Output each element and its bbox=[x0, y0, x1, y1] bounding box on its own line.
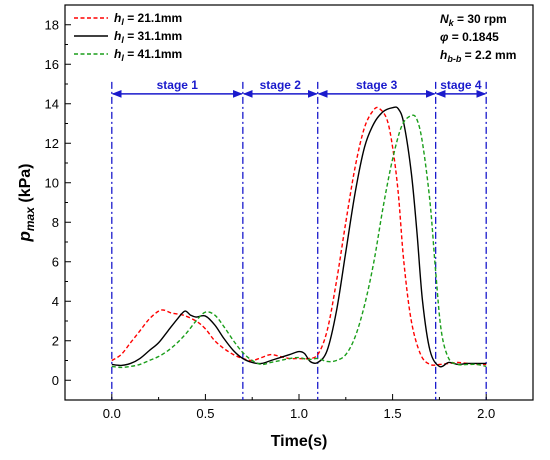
legend-entry: hl = 31.1mm bbox=[114, 29, 182, 45]
legend-entry-sub: l bbox=[121, 35, 124, 45]
x-axis-title: Time(s) bbox=[271, 433, 328, 450]
parameter-sub: b-b bbox=[447, 54, 461, 64]
series-lines bbox=[111, 106, 487, 369]
parameter-sub: k bbox=[449, 18, 455, 28]
x-axis: 0.0 0.5 1.0 1.5 2.0 bbox=[64, 394, 534, 421]
parameter-entry: Nk = 30 rpm bbox=[440, 12, 507, 28]
y-axis-title: pmax (kPa) bbox=[15, 164, 37, 243]
legend-entry-base: h bbox=[114, 11, 121, 25]
legend-entry: hl = 41.1mm bbox=[114, 47, 182, 63]
parameter-base: N bbox=[440, 12, 449, 26]
x-tick-label: 1.5 bbox=[384, 406, 402, 421]
parameter-rest: = 0.1845 bbox=[448, 30, 499, 44]
x-tick-label: 0.0 bbox=[103, 406, 121, 421]
stage-boundaries bbox=[111, 81, 487, 400]
stage-arrows: stage 1 stage 2 stage 3 stage 4 bbox=[111, 78, 487, 98]
series-line-3 bbox=[111, 114, 487, 369]
y-tick-label: 18 bbox=[45, 17, 59, 32]
parameter-base: h bbox=[440, 48, 447, 62]
y-tick-label: 0 bbox=[52, 373, 59, 388]
y-axis-title-base: p bbox=[15, 231, 34, 242]
y-tick-label: 16 bbox=[45, 57, 59, 72]
y-tick-label: 10 bbox=[45, 175, 59, 190]
parameter-base: φ bbox=[440, 30, 449, 44]
legend-entry-sub: l bbox=[121, 17, 124, 27]
series-line-1 bbox=[111, 106, 487, 366]
legend-entry-base: h bbox=[114, 29, 121, 43]
y-axis: 0 2 4 6 8 10 12 14 16 18 bbox=[45, 4, 71, 401]
stage-label: stage 1 bbox=[157, 78, 199, 92]
x-tick-label: 2.0 bbox=[477, 406, 495, 421]
y-tick-label: 4 bbox=[52, 294, 59, 309]
y-tick-label: 12 bbox=[45, 136, 59, 151]
x-tick-label: 0.5 bbox=[196, 406, 214, 421]
x-tick-label: 1.0 bbox=[290, 406, 308, 421]
parameter-rest: = 30 rpm bbox=[454, 12, 507, 26]
stage-label: stage 3 bbox=[356, 78, 398, 92]
legend-entry-rest: = 21.1mm bbox=[124, 11, 182, 25]
y-tick-label: 2 bbox=[52, 333, 59, 348]
y-axis-title-unit: (kPa) bbox=[17, 164, 34, 208]
series-line-2 bbox=[111, 106, 487, 368]
stage-label: stage 4 bbox=[440, 78, 482, 92]
parameter-rest: = 2.2 mm bbox=[461, 48, 516, 62]
parameter-entry: φ = 0.1845 bbox=[440, 30, 499, 44]
y-tick-label: 6 bbox=[52, 254, 59, 269]
plot-frame bbox=[64, 4, 534, 401]
legend-entry-sub: l bbox=[121, 53, 124, 63]
y-tick-label: 14 bbox=[45, 96, 59, 111]
legend-entry: hl = 21.1mm bbox=[114, 11, 182, 27]
legend-entry-base: h bbox=[114, 47, 121, 61]
parameter-entry: hb-b = 2.2 mm bbox=[440, 48, 516, 64]
y-tick-label: 8 bbox=[52, 215, 59, 230]
legend-entry-rest: = 41.1mm bbox=[124, 47, 182, 61]
legend-entry-rest: = 31.1mm bbox=[124, 29, 182, 43]
stage-label: stage 2 bbox=[260, 78, 302, 92]
y-axis-title-sub: max bbox=[23, 206, 37, 231]
